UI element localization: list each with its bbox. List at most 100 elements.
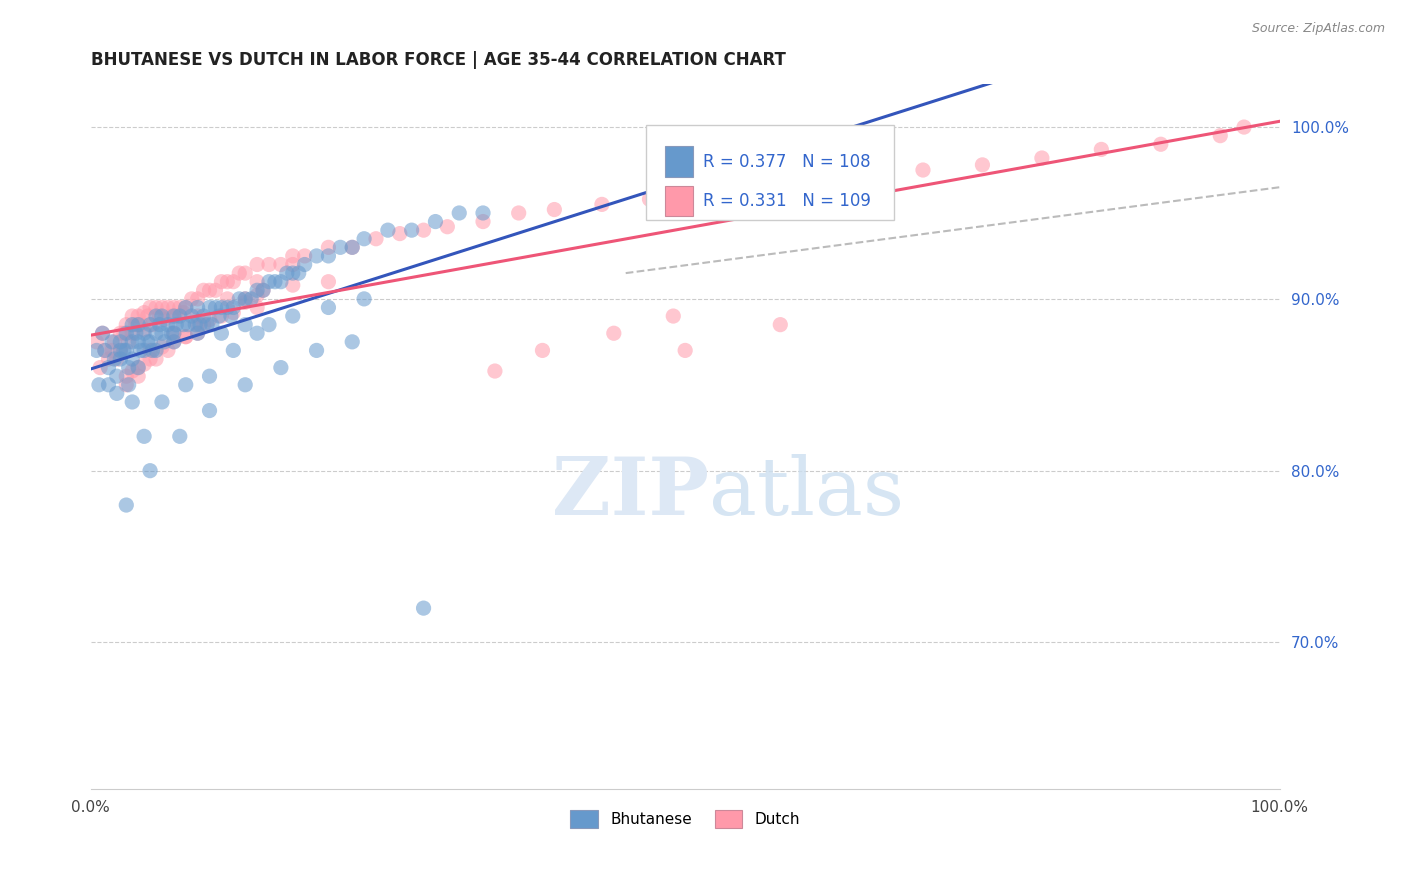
Point: [94, 343, 117, 358]
Text: atlas: atlas: [709, 454, 904, 532]
Point: [233, 292, 256, 306]
Point: [208, 309, 231, 323]
Point: [686, 189, 709, 203]
Point: [139, 464, 162, 478]
Point: [163, 326, 186, 341]
Point: [141, 343, 163, 358]
Point: [180, 292, 202, 306]
Point: [484, 364, 506, 378]
Point: [198, 403, 221, 417]
Point: [110, 343, 132, 358]
Point: [174, 377, 197, 392]
Point: [377, 223, 399, 237]
Point: [187, 318, 209, 332]
Point: [638, 192, 661, 206]
Point: [125, 326, 148, 341]
Point: [257, 318, 280, 332]
Point: [217, 275, 239, 289]
Point: [342, 240, 364, 254]
Point: [134, 343, 156, 358]
Point: [187, 292, 209, 306]
Point: [174, 301, 197, 315]
Point: [472, 206, 495, 220]
Point: [193, 318, 215, 332]
Point: [252, 283, 274, 297]
Point: [136, 334, 159, 349]
Point: [139, 334, 162, 349]
Point: [153, 334, 176, 349]
Point: [217, 301, 239, 315]
Point: [150, 309, 173, 323]
Point: [145, 351, 167, 366]
Point: [1150, 137, 1173, 152]
Point: [121, 395, 143, 409]
Point: [204, 283, 226, 297]
Point: [169, 429, 191, 443]
Point: [134, 357, 156, 371]
Text: Source: ZipAtlas.com: Source: ZipAtlas.com: [1251, 22, 1385, 36]
Point: [129, 318, 152, 332]
Point: [153, 312, 176, 326]
Point: [257, 275, 280, 289]
Point: [165, 309, 187, 323]
Point: [240, 292, 263, 306]
Point: [149, 318, 172, 332]
Point: [436, 219, 458, 234]
Point: [156, 301, 179, 315]
Point: [353, 232, 375, 246]
Point: [174, 329, 197, 343]
Point: [187, 301, 209, 315]
Point: [425, 214, 447, 228]
Point: [103, 351, 125, 366]
Point: [110, 343, 132, 358]
Point: [329, 240, 352, 254]
Point: [1233, 120, 1256, 134]
Point: [150, 340, 173, 354]
Point: [193, 283, 215, 297]
Point: [145, 326, 167, 341]
Point: [91, 326, 114, 341]
Point: [127, 334, 149, 349]
Point: [449, 206, 471, 220]
Point: [121, 334, 143, 349]
Point: [222, 343, 245, 358]
Point: [91, 326, 114, 341]
Point: [101, 334, 124, 349]
Point: [118, 334, 141, 349]
Point: [169, 301, 191, 315]
Point: [86, 334, 108, 349]
Point: [115, 326, 138, 341]
Point: [198, 312, 221, 326]
Point: [734, 184, 756, 198]
Point: [149, 309, 172, 323]
Point: [134, 429, 156, 443]
Text: BHUTANESE VS DUTCH IN LABOR FORCE | AGE 35-44 CORRELATION CHART: BHUTANESE VS DUTCH IN LABOR FORCE | AGE …: [90, 51, 786, 69]
Point: [1031, 151, 1053, 165]
Point: [388, 227, 411, 241]
Point: [145, 309, 167, 323]
Point: [127, 360, 149, 375]
Point: [139, 343, 162, 358]
Point: [172, 318, 194, 332]
Point: [188, 318, 211, 332]
Point: [180, 309, 202, 323]
Point: [233, 318, 256, 332]
Point: [163, 309, 186, 323]
Point: [233, 295, 256, 310]
Point: [246, 275, 269, 289]
Point: [187, 309, 209, 323]
Point: [209, 275, 232, 289]
Point: [139, 351, 162, 366]
Point: [134, 323, 156, 337]
Point: [129, 343, 152, 358]
Point: [174, 301, 197, 315]
Point: [342, 240, 364, 254]
Point: [184, 318, 207, 332]
Point: [401, 223, 423, 237]
Point: [603, 326, 626, 341]
Point: [662, 309, 685, 323]
Point: [209, 301, 232, 315]
Point: [281, 249, 304, 263]
Point: [150, 395, 173, 409]
Point: [115, 318, 138, 332]
